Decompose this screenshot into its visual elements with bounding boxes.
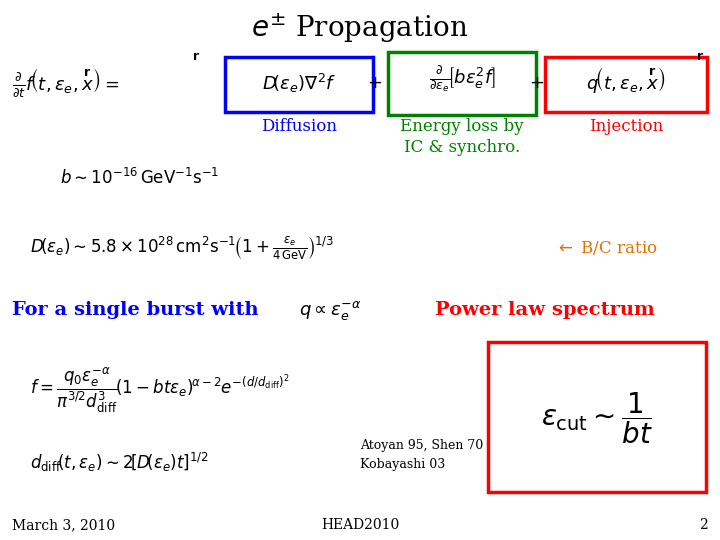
Text: Injection: Injection [589, 118, 663, 135]
Text: $+$: $+$ [367, 74, 382, 92]
Text: $\leftarrow$ B/C ratio: $\leftarrow$ B/C ratio [555, 239, 657, 257]
Text: Power law spectrum: Power law spectrum [435, 301, 654, 319]
Text: $\mathbf{r}$: $\mathbf{r}$ [192, 51, 200, 64]
Text: March 3, 2010: March 3, 2010 [12, 518, 115, 532]
Text: Energy loss by
IC & synchro.: Energy loss by IC & synchro. [400, 118, 524, 156]
Text: $\frac{\partial}{\partial t}f\!\left(t,\varepsilon_e,\overset{\mathbf{r}}{x}\rig: $\frac{\partial}{\partial t}f\!\left(t,\… [12, 67, 120, 99]
Text: $b\sim 10^{-16}\,\mathrm{GeV}^{-1}\mathrm{s}^{-1}$: $b\sim 10^{-16}\,\mathrm{GeV}^{-1}\mathr… [60, 168, 220, 188]
Text: $\varepsilon_{\mathrm{cut}}\sim\dfrac{1}{bt}$: $\varepsilon_{\mathrm{cut}}\sim\dfrac{1}… [541, 390, 653, 446]
Bar [225, 57, 373, 112]
Bar [488, 342, 706, 492]
Text: Atoyan 95, Shen 70
Kobayashi 03: Atoyan 95, Shen 70 Kobayashi 03 [360, 439, 483, 471]
Text: $f=\dfrac{q_0\varepsilon_e^{-\alpha}}{\pi^{3/2}d_{\mathrm{diff}}^3}\!\left(1-bt\: $f=\dfrac{q_0\varepsilon_e^{-\alpha}}{\p… [30, 366, 289, 415]
Text: $d_{\mathrm{diff}}\!\left(t,\varepsilon_e\right)\sim 2\!\left[D\!\left(\varepsil: $d_{\mathrm{diff}}\!\left(t,\varepsilon_… [30, 450, 209, 474]
Text: $\frac{\partial}{\partial\varepsilon_e}\!\left[b\varepsilon_e^2 f\right]$: $\frac{\partial}{\partial\varepsilon_e}\… [428, 65, 495, 95]
Text: 2: 2 [699, 518, 708, 532]
Text: $D\!\left(\varepsilon_e\right)\nabla^2 f$: $D\!\left(\varepsilon_e\right)\nabla^2 f… [262, 71, 336, 94]
Text: $\mathbf{r}$: $\mathbf{r}$ [696, 51, 704, 64]
Text: $q\!\left(t,\varepsilon_e,\overset{\mathbf{r}}{x}\right)$: $q\!\left(t,\varepsilon_e,\overset{\math… [586, 65, 666, 95]
Text: $D\!\left(\varepsilon_e\right)\sim 5.8\times10^{28}\,\mathrm{cm}^2\mathrm{s}^{-1: $D\!\left(\varepsilon_e\right)\sim 5.8\t… [30, 234, 334, 262]
Text: For a single burst with: For a single burst with [12, 301, 258, 319]
Bar [545, 57, 707, 112]
Text: Diffusion: Diffusion [261, 118, 337, 135]
Text: $q\propto\varepsilon_e^{-\alpha}$: $q\propto\varepsilon_e^{-\alpha}$ [299, 299, 361, 321]
Text: $e^{\pm}$ Propagation: $e^{\pm}$ Propagation [251, 11, 469, 45]
Text: HEAD2010: HEAD2010 [321, 518, 399, 532]
Bar [388, 52, 536, 115]
Text: $+$: $+$ [529, 74, 544, 92]
